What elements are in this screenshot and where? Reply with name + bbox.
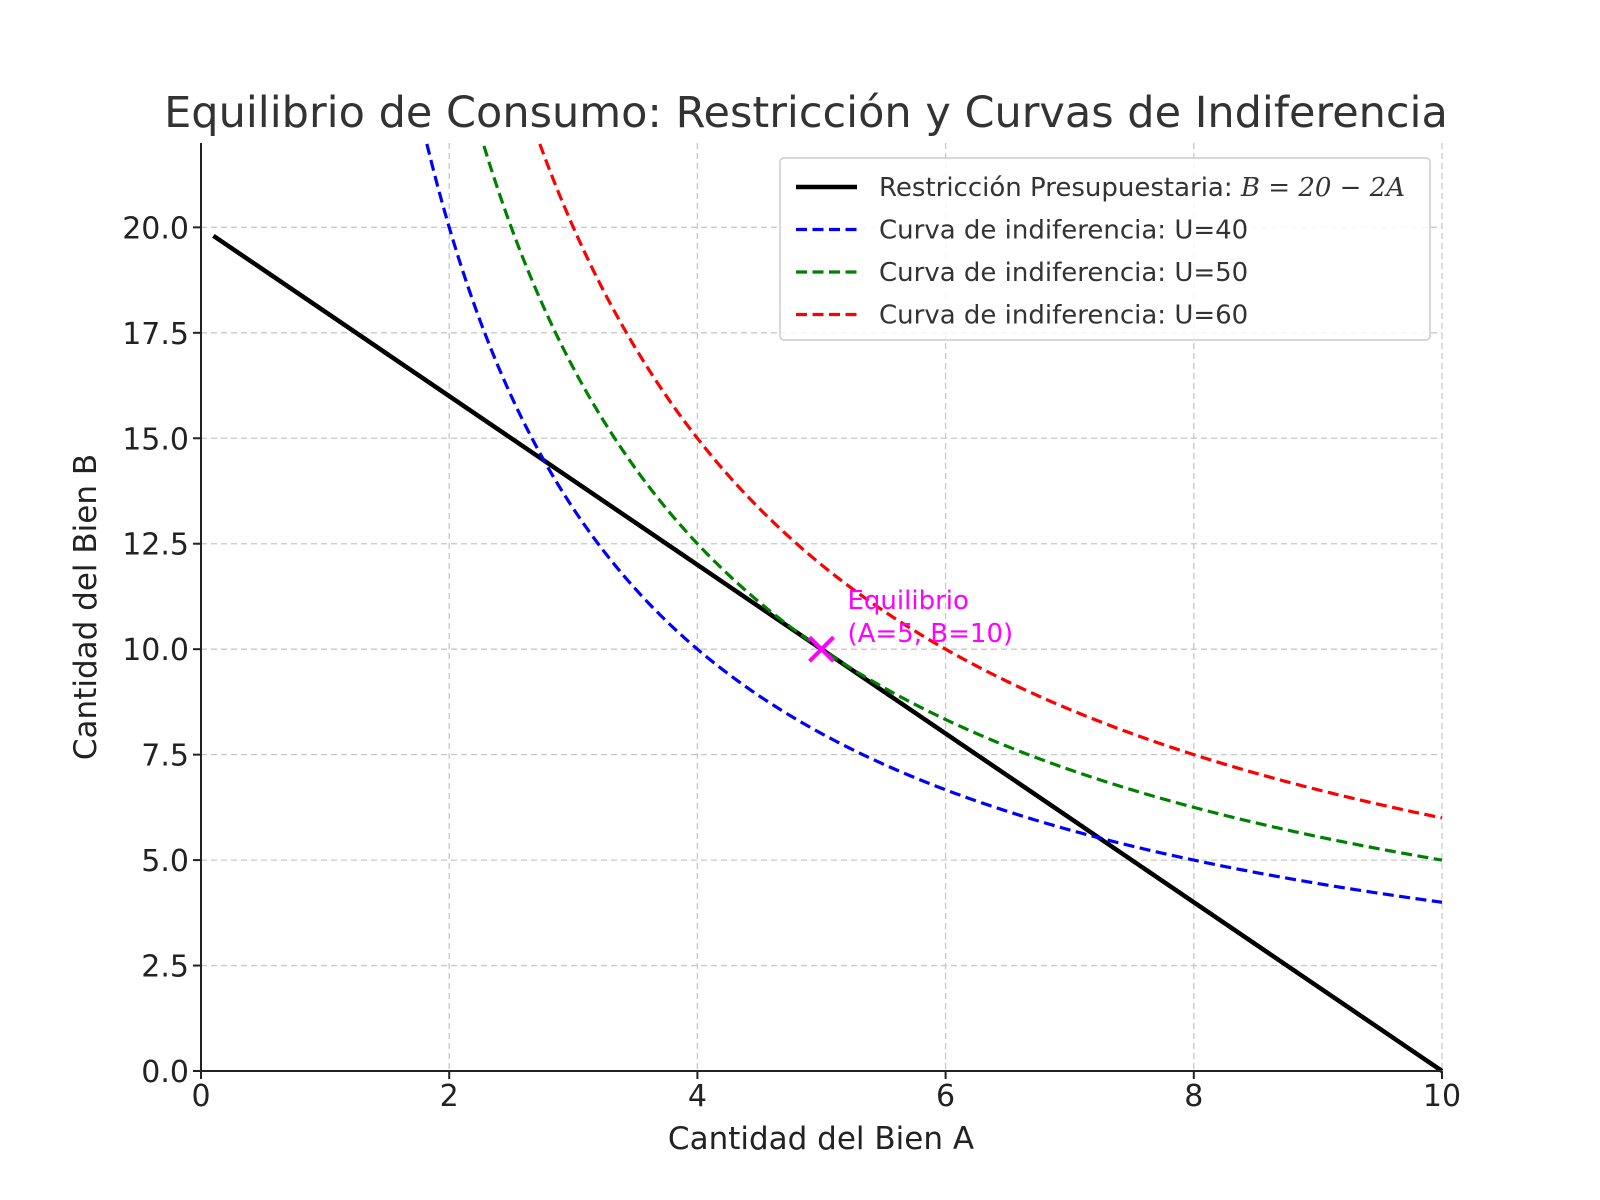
y-tick-label: 7.5 (141, 739, 189, 774)
legend-box (779, 157, 1431, 341)
y-ticks: 0.0 2.5 5.0 7.5 10.0 12.5 15.0 17.5 20.0 (122, 211, 201, 1090)
equilibrium-label: (A=5, B=10) (848, 619, 1014, 649)
equilibrium-label: Equilibrio (848, 586, 969, 616)
x-ticks: 0 2 4 6 8 10 (191, 1071, 1461, 1114)
y-tick-label: 5.0 (141, 844, 189, 879)
x-tick-label: 6 (936, 1079, 955, 1114)
equilibrium-marker (808, 635, 835, 663)
indifference-curve-u40 (425, 143, 1443, 904)
x-axis-label: Cantidad del Bien A (668, 1121, 974, 1157)
y-tick-label: 20.0 (122, 211, 189, 246)
legend-entry: Curva de indiferencia: U=50 (879, 258, 1248, 288)
x-tick-label: 2 (440, 1079, 459, 1114)
legend-entry: Curva de indiferencia: U=60 (879, 301, 1248, 331)
x-tick-label: 0 (191, 1079, 210, 1114)
y-tick-label: 2.5 (141, 950, 189, 985)
y-tick-label: 10.0 (122, 633, 189, 668)
indifference-curve-u60 (538, 143, 1443, 820)
legend: Restricción Presupuestaria: B = 20 − 2A C… (779, 157, 1431, 341)
chart-title: Equilibrio de Consumo: Restricción y Cur… (164, 88, 1448, 138)
y-tick-label: 15.0 (122, 422, 189, 457)
annotation: Equilibrio(A=5, B=10) (808, 586, 1014, 663)
indifference-curve-u50 (482, 145, 1443, 862)
y-axis-label: Cantidad del Bien B (68, 454, 104, 760)
x-tick-label: 4 (688, 1079, 707, 1114)
x-tick-label: 8 (1184, 1079, 1203, 1114)
legend-entry: Restricción Presupuestaria: B = 20 − 2A (879, 173, 1405, 203)
legend-entry: Curva de indiferencia: U=40 (879, 216, 1248, 246)
y-tick-label: 0.0 (141, 1055, 189, 1090)
y-tick-label: 12.5 (122, 528, 189, 563)
y-tick-label: 17.5 (122, 317, 189, 352)
x-tick-label: 10 (1423, 1079, 1461, 1114)
